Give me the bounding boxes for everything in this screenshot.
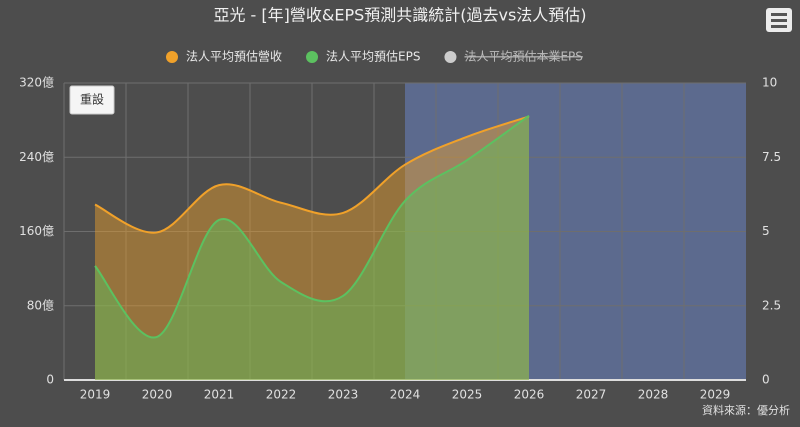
x-tick-label: 2028 <box>638 388 669 402</box>
x-tick-label: 2022 <box>266 388 297 402</box>
legend-label[interactable]: 法人平均預估本業EPS <box>464 50 582 64</box>
legend-label[interactable]: 法人平均預估EPS <box>326 50 420 64</box>
x-tick-label: 2020 <box>142 388 173 402</box>
source-note: 資料來源：優分析 <box>702 403 790 417</box>
series-area <box>95 115 529 381</box>
y2-tick-label: 10 <box>762 76 777 90</box>
y-tick-label: 160億 <box>19 224 54 238</box>
y2-tick-label: 0 <box>762 373 770 387</box>
reset-bg[interactable] <box>69 85 115 115</box>
series-line <box>94 114 530 339</box>
x-tick-label: 2019 <box>80 388 111 402</box>
x-tick-label: 2026 <box>514 388 545 402</box>
menu-line <box>771 13 787 16</box>
legend-marker[interactable] <box>444 51 457 63</box>
x-tick-label: 2024 <box>390 388 421 402</box>
menu-button[interactable] <box>766 8 792 32</box>
x-tick-label: 2027 <box>576 388 607 402</box>
x-tick-label: 2029 <box>700 388 731 402</box>
y-tick-label: 320億 <box>19 76 54 90</box>
y-tick-label: 0 <box>46 373 54 387</box>
x-tick-label: 2025 <box>452 388 483 402</box>
menu-line <box>771 25 787 28</box>
series-line <box>94 115 530 234</box>
x-tick-label: 2023 <box>328 388 359 402</box>
reset-label[interactable]: 重設 <box>80 92 104 107</box>
y-tick-label: 80億 <box>27 298 54 312</box>
legend-label[interactable]: 法人平均預估營收 <box>186 50 282 64</box>
series-area <box>95 116 529 380</box>
chart-title: 亞光 - [年]營收&EPS預測共識統計(過去vs法人預估) <box>213 6 586 25</box>
legend-marker[interactable] <box>306 51 319 63</box>
y-tick-label: 240億 <box>19 150 54 164</box>
x-tick-label: 2021 <box>204 388 235 402</box>
y2-tick-label: 5 <box>762 224 770 238</box>
y2-tick-label: 2.5 <box>762 298 781 312</box>
legend-marker[interactable] <box>166 51 178 63</box>
y2-tick-label: 7.5 <box>762 150 781 164</box>
reset-button[interactable]: 重設 <box>69 85 115 115</box>
legend: 法人平均預估營收 法人平均預估EPS 法人平均預估本業EPS <box>166 50 583 64</box>
menu-line <box>771 19 787 22</box>
